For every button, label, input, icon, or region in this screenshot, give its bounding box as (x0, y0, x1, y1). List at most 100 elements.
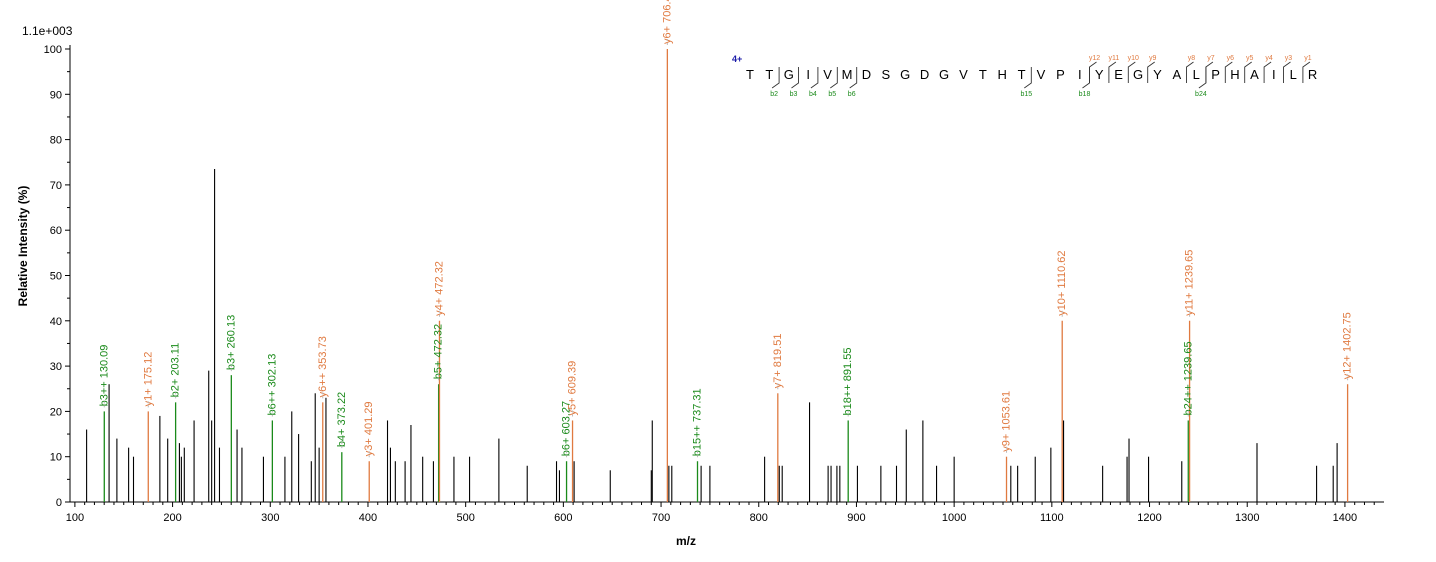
b-ion-bracket (1082, 67, 1090, 89)
peak-label: b6+ 603.27 (561, 401, 573, 456)
sequence-residue: E (1114, 67, 1123, 82)
x-tick-label: 200 (163, 512, 181, 524)
b-ion-bracket (830, 67, 838, 89)
x-tick-label: 100 (66, 512, 84, 524)
b-ion-mark: b3 (790, 91, 798, 98)
sequence-residue: P (1211, 67, 1220, 82)
sequence-residue: R (1308, 67, 1317, 82)
y-tick-label: 30 (50, 361, 62, 373)
peak-label: b24++ 1239.65 (1182, 341, 1194, 415)
sequence-residue: D (862, 67, 871, 82)
peak-label: y6++ 353.73 (317, 336, 329, 397)
b-ion-mark: b5 (828, 91, 836, 98)
b-ion-mark: b15 (1020, 91, 1032, 98)
peak-label: y9+ 1053.61 (1001, 391, 1013, 452)
b-ion-mark: b4 (809, 91, 817, 98)
charge-state-label: 4+ (732, 54, 742, 64)
y-ion-bracket (1108, 61, 1117, 83)
sequence-residue: V (959, 67, 968, 82)
y-ion-bracket (1302, 61, 1311, 83)
x-tick-label: 700 (652, 512, 670, 524)
y-ion-bracket (1244, 61, 1252, 83)
x-tick-label: 1200 (1137, 512, 1161, 524)
y-ion-bracket (1147, 61, 1155, 83)
b-ion-mark: b2 (770, 91, 778, 98)
peak-label: y11+ 1239.65 (1184, 250, 1196, 316)
peak-labels-group: b3++ 130.09 y1+ 175.12 b2+ 203.11 b3+ 260.1… (98, 0, 1354, 458)
y-tick-label: 50 (50, 271, 62, 283)
sequence-residue: S (881, 67, 890, 82)
y-ion-bracket (1263, 61, 1272, 83)
peak-label: b18++ 891.55 (842, 348, 854, 416)
y-ion-mark: y9 (1149, 55, 1157, 62)
sequence-residue: A (1172, 67, 1181, 82)
x-tick-label: 500 (456, 512, 474, 524)
intensity-scale-label: 1.1e+003 (22, 24, 73, 38)
y-ion-mark: y7 (1207, 55, 1215, 62)
sequence-residue: T (1018, 67, 1026, 82)
sequence-residue: I (806, 67, 810, 82)
b-ion-mark: b24 (1195, 91, 1207, 98)
peak-label: y7+ 819.51 (772, 334, 784, 389)
sequence-residue: L (1193, 67, 1200, 82)
x-tick-label: 400 (359, 512, 377, 524)
y-tick-label: 60 (50, 225, 62, 237)
x-tick-label: 1300 (1235, 512, 1259, 524)
peak-label: b6++ 302.13 (266, 354, 278, 416)
peak-label: y4+ 472.32 (433, 261, 445, 316)
y-ion-bracket (1205, 61, 1214, 83)
sequence-residue: V (1037, 67, 1046, 82)
y-tick-label: 0 (56, 497, 62, 509)
b-ion-bracket (810, 67, 819, 89)
y-ion-mark: y3 (1285, 55, 1293, 62)
y-ion-bracket (1127, 61, 1136, 83)
sequence-residue: T (765, 67, 773, 82)
y-ion-bracket (1089, 61, 1097, 83)
y-tick-label: 70 (50, 180, 62, 192)
y-ion-mark: y10 (1128, 55, 1139, 62)
y-ion-mark: y8 (1188, 55, 1196, 62)
sequence-residue: I (1078, 67, 1082, 82)
y-ion-mark: y6 (1227, 55, 1235, 62)
x-tick-label: 1400 (1333, 512, 1357, 524)
x-tick-label: 300 (261, 512, 279, 524)
sequence-residue: G (939, 67, 949, 82)
b-ion-bracket (1198, 67, 1207, 89)
y-tick-label: 20 (50, 406, 62, 418)
b-ion-bracket (791, 67, 799, 89)
plot-area: 0 10 20 30 40 50 60 70 80 90 100 100 200 300 400 500 600… (44, 44, 1384, 524)
x-tick-label: 1100 (1040, 512, 1064, 524)
y-tick-label: 100 (44, 44, 62, 56)
y-tick-label: 80 (50, 135, 62, 147)
sequence-residue: M (842, 67, 853, 82)
y-ion-bracket (1283, 61, 1291, 83)
y-tick-label: 10 (50, 452, 62, 464)
sequence-residue: T (979, 67, 987, 82)
peaks-group (86, 49, 1349, 502)
b-ion-bracket (771, 67, 780, 89)
sequence-residue: H (998, 67, 1007, 82)
sequence-residue: L (1290, 67, 1297, 82)
sequence-residue: P (1056, 67, 1065, 82)
sequence-residue: G (900, 67, 910, 82)
y-ion-mark: y11 (1109, 55, 1120, 62)
b-ion-bracket (1024, 67, 1032, 89)
x-tick-label: 600 (554, 512, 572, 524)
sequence-residue: Y (1095, 67, 1104, 82)
sequence-residue: D (920, 67, 929, 82)
sequence-residue: G (784, 67, 794, 82)
peak-label: b5+ 472.32 (433, 324, 445, 379)
x-tick-label: 800 (750, 512, 768, 524)
y-ion-bracket (1224, 61, 1233, 83)
peak-label: y5+ 609.39 (567, 361, 579, 416)
peak-label: y3+ 401.29 (363, 401, 375, 456)
y-axis-title: Relative Intensity (%) (16, 186, 30, 307)
peak-label: b2+ 203.11 (170, 343, 182, 398)
sequence-residue: H (1230, 67, 1239, 82)
y-ion-mark: y1 (1304, 55, 1312, 62)
peak-label: y10+ 1110.62 (1056, 250, 1068, 315)
y-ion-mark: y4 (1265, 55, 1273, 62)
b-ion-bracket (849, 67, 858, 89)
sequence-residue: T (746, 67, 754, 82)
